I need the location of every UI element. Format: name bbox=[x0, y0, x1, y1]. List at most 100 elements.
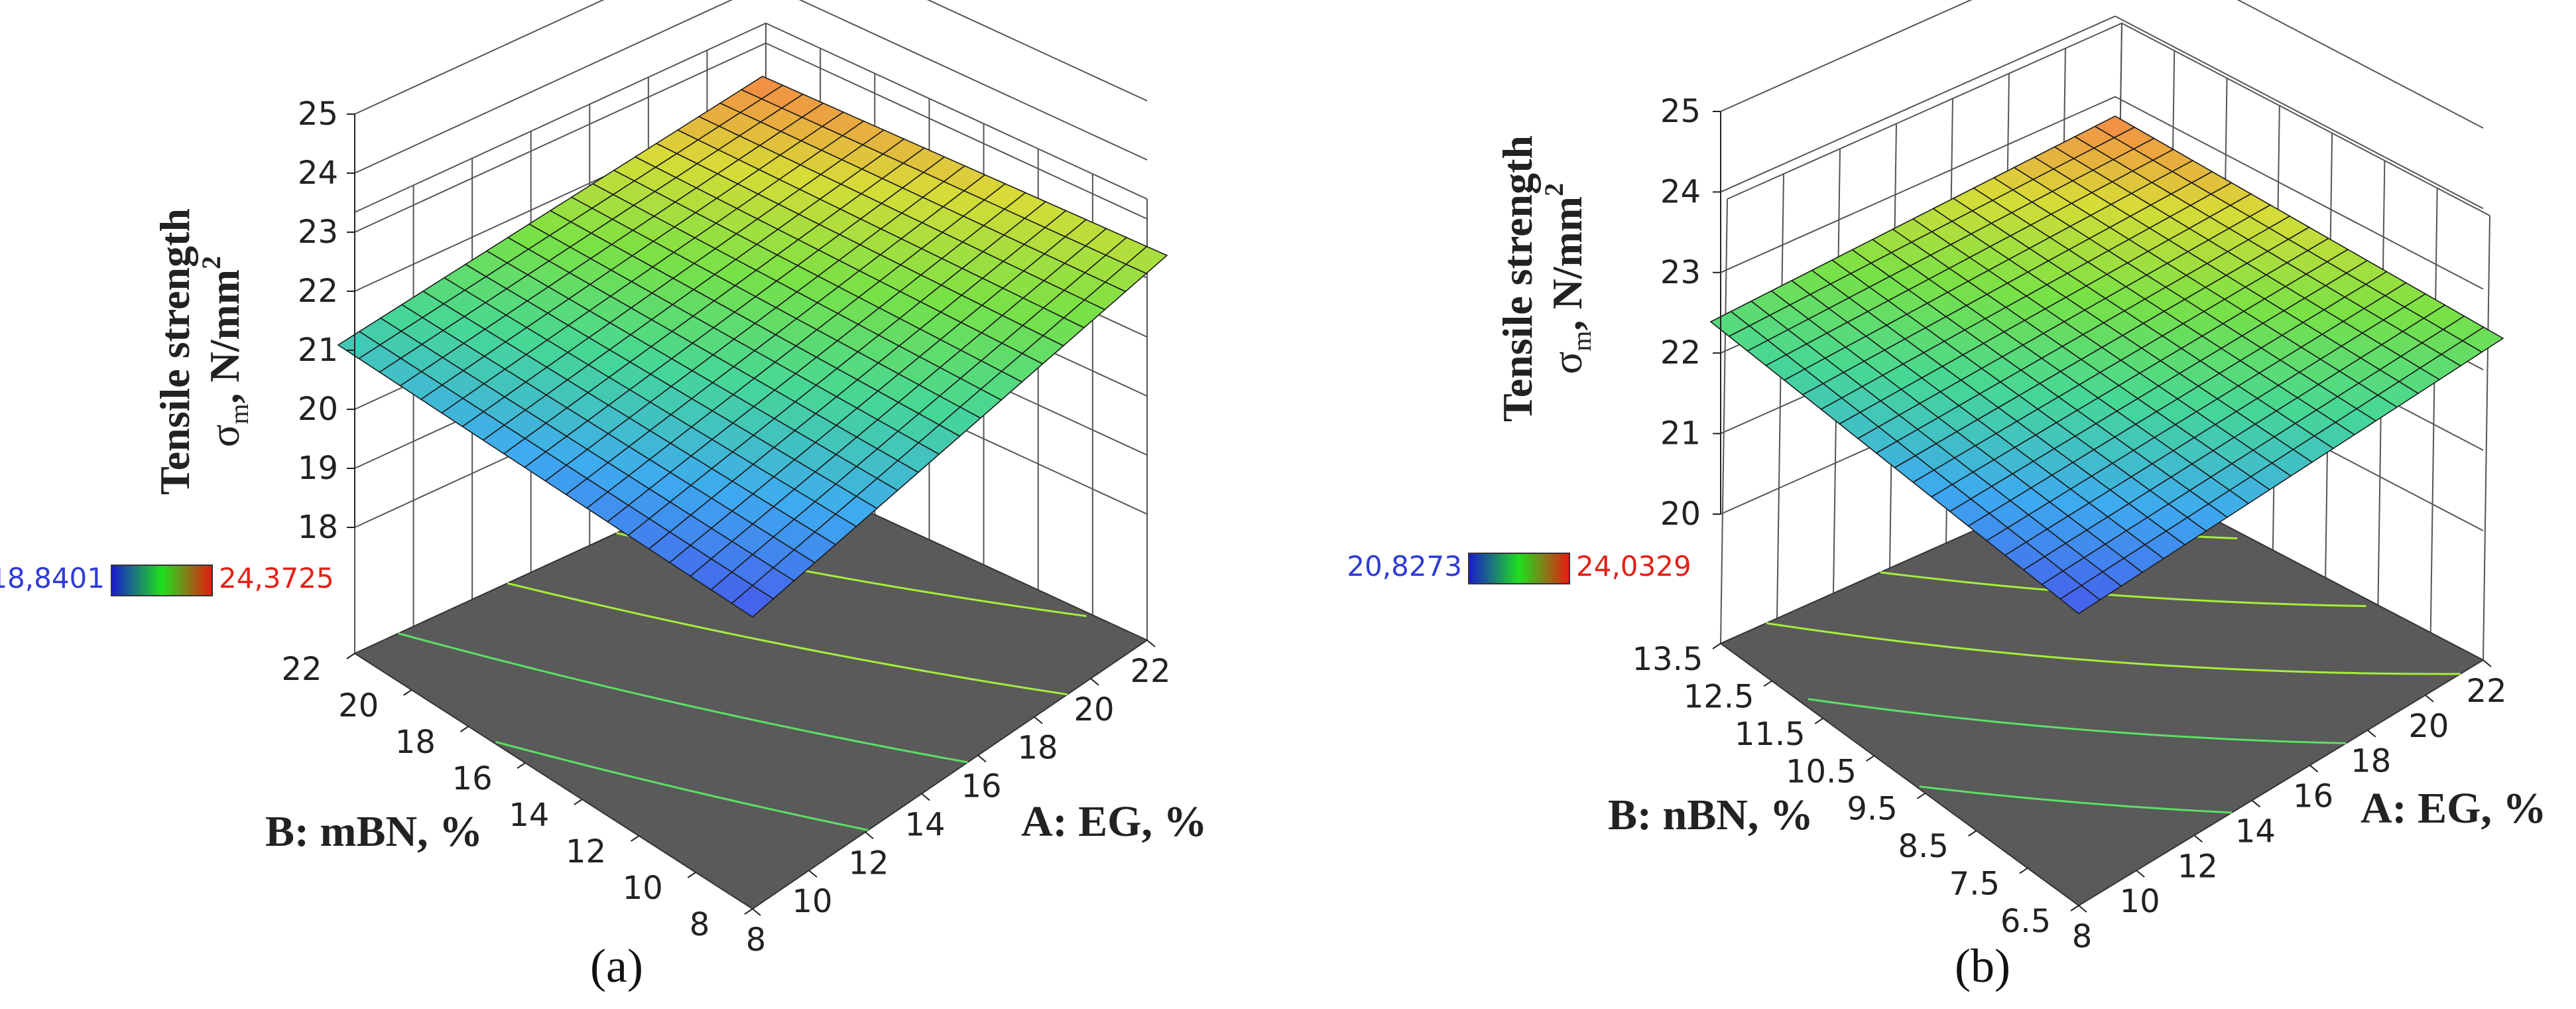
z-label-subscript-b: m bbox=[1567, 331, 1597, 352]
y-tick-label: 9.5 bbox=[1847, 791, 1897, 828]
y-tick-mark bbox=[1763, 680, 1772, 687]
x-tick-label: 10 bbox=[792, 883, 832, 920]
z-tick-label: 20 bbox=[1660, 496, 1701, 533]
x-tick-label: 8 bbox=[2072, 918, 2093, 955]
wall-gridline bbox=[2429, 188, 2438, 633]
z-axis-title-b-line2: σm, N/mm2 bbox=[1539, 183, 1597, 374]
x-tick-mark bbox=[752, 908, 761, 916]
x-tick-label: 10 bbox=[2120, 883, 2160, 920]
contour-line bbox=[1919, 785, 2232, 814]
y-axis-title-a: B: mBN, % bbox=[265, 807, 483, 856]
wall-gridline bbox=[2115, 15, 2484, 210]
x-tick-mark bbox=[2367, 729, 2376, 738]
y-tick-mark bbox=[744, 908, 753, 915]
x-tick-mark bbox=[2193, 835, 2203, 843]
z-tick-label: 25 bbox=[1660, 93, 1701, 130]
y-tick-mark bbox=[2070, 905, 2079, 911]
y-tick-label: 20 bbox=[338, 687, 379, 724]
y-tick-mark bbox=[631, 835, 640, 842]
x-tick-label: 22 bbox=[2466, 673, 2506, 710]
wall-gridline bbox=[926, 0, 1148, 101]
y-tick-label: 11.5 bbox=[1735, 716, 1806, 753]
x-tick-mark bbox=[1034, 716, 1043, 724]
x-tick-label: 8 bbox=[746, 921, 767, 959]
x-tick-labels-a: 8 10 12 14 16 18 20 22 bbox=[746, 639, 1171, 959]
x-axis-title-b: A: EG, % bbox=[2361, 784, 2547, 833]
x-tick-label: 20 bbox=[2408, 708, 2449, 745]
x-tick-mark bbox=[1146, 639, 1156, 647]
z-tick-label: 20 bbox=[298, 391, 338, 428]
wall-gridline bbox=[1720, 0, 1973, 112]
response-surface-b bbox=[1709, 115, 2504, 614]
y-tick-label: 12 bbox=[566, 833, 606, 870]
x-axis-title-a: A: EG, % bbox=[1021, 797, 1207, 846]
z-tick-labels-b: 20 21 22 23 24 25 bbox=[1660, 93, 1721, 533]
z-axis-title-a-line2: σm, N/mm2 bbox=[196, 256, 254, 447]
x-tick-label: 12 bbox=[2177, 848, 2218, 885]
y-tick-label: 16 bbox=[452, 760, 493, 797]
y-tick-mark bbox=[574, 799, 583, 805]
wall-gridline bbox=[354, 0, 733, 174]
z-label-symbol-b: σ bbox=[1544, 352, 1591, 375]
wall-gridline bbox=[765, 42, 1148, 220]
color-legend-b: 20,8273 24,0329 bbox=[1347, 550, 1691, 584]
z-tick-label: 24 bbox=[298, 155, 338, 192]
x-tick-labels-b: 8 10 12 14 16 18 20 22 bbox=[2072, 659, 2507, 955]
x-tick-mark bbox=[865, 831, 874, 840]
x-tick-label: 20 bbox=[1073, 691, 1114, 728]
contour-line bbox=[1808, 698, 2347, 744]
wall-gridline bbox=[354, 0, 605, 115]
legend-bar-b bbox=[1468, 553, 1570, 584]
x-tick-label: 18 bbox=[2351, 743, 2391, 780]
y-tick-mark bbox=[1712, 643, 1721, 649]
y-tick-labels-b: 6.57.58.59.510.511.512.513.5 bbox=[1632, 641, 2079, 940]
legend-max-a: 24,3725 bbox=[219, 562, 334, 594]
z-tick-label: 23 bbox=[1660, 254, 1701, 291]
z-label-symbol: σ bbox=[201, 425, 248, 448]
y-tick-label: 8 bbox=[690, 906, 710, 943]
wall-gridline bbox=[1720, 15, 2116, 193]
contour-line bbox=[1880, 571, 2366, 608]
y-tick-mark bbox=[1968, 830, 1977, 837]
wall-gridline bbox=[2115, 96, 2484, 290]
z-label-unit: , N/mm bbox=[201, 269, 248, 404]
y-axis-title-b: B: nBN, % bbox=[1608, 791, 1813, 839]
wall-frame bbox=[354, 22, 1148, 213]
response-surface-a bbox=[337, 76, 1168, 618]
z-tick-label: 21 bbox=[1660, 415, 1701, 452]
panel-label-a: (a) bbox=[590, 939, 643, 992]
x-tick-mark bbox=[2136, 870, 2145, 878]
legend-min-b: 20,8273 bbox=[1347, 550, 1462, 582]
x-tick-label: 14 bbox=[2235, 813, 2276, 850]
legend-max-b: 24,0329 bbox=[1576, 550, 1691, 582]
z-tick-label: 22 bbox=[298, 273, 338, 310]
wall-gridline bbox=[1720, 198, 1728, 644]
y-tick-label: 18 bbox=[395, 724, 436, 761]
z-axis-title-b-line1: Tensile strength bbox=[1494, 135, 1541, 422]
color-legend-a: 18,8401 24,3725 bbox=[0, 562, 334, 596]
x-tick-mark bbox=[2078, 905, 2087, 913]
y-tick-label: 10 bbox=[623, 870, 663, 907]
z-label-unit-b: , N/mm bbox=[1544, 196, 1591, 331]
x-tick-mark bbox=[921, 793, 930, 801]
x-tick-mark bbox=[977, 754, 987, 763]
y-tick-mark bbox=[403, 689, 412, 696]
y-tick-mark bbox=[2019, 867, 2028, 874]
z-label-superscript-b: 2 bbox=[1539, 183, 1569, 196]
z-tick-labels-a: 18 19 20 21 22 23 24 25 bbox=[298, 96, 355, 546]
chart-panel-b: 8 10 12 14 16 18 20 22 6.57.58.59.510.511.512.5… bbox=[1347, 0, 2547, 992]
z-tick-label: 24 bbox=[1660, 173, 1701, 210]
z-tick-label: 23 bbox=[298, 214, 338, 251]
x-tick-label: 18 bbox=[1017, 730, 1058, 767]
z-tick-label: 18 bbox=[298, 509, 338, 546]
y-tick-mark bbox=[687, 872, 696, 878]
surface-patch bbox=[731, 584, 774, 618]
wall-gridline bbox=[2237, 0, 2484, 129]
x-tick-mark bbox=[1090, 678, 1099, 686]
x-tick-mark bbox=[2251, 799, 2261, 808]
x-tick-label: 16 bbox=[961, 768, 1001, 805]
z-label-superscript: 2 bbox=[196, 256, 226, 269]
z-tick-label: 22 bbox=[1660, 334, 1701, 371]
y-tick-mark bbox=[460, 726, 469, 732]
